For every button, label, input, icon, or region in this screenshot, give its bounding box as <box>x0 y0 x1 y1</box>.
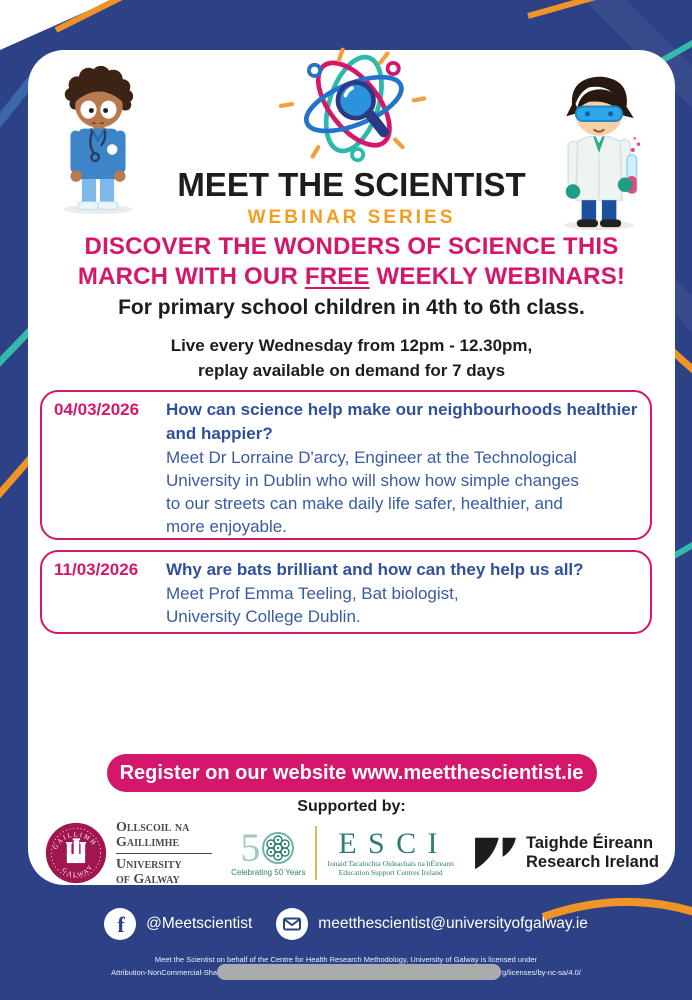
event-title-line: and happier? <box>166 424 273 443</box>
research-ireland-logo: Taighde Éireann Research Ireland <box>473 834 659 872</box>
event-title-line: How can science help make our neighbourh… <box>166 400 638 419</box>
atom-magnifier-logo <box>278 47 426 163</box>
event-desc-line: Meet Prof Emma Teeling, Bat biologist, <box>166 584 459 603</box>
email-icon <box>276 908 309 940</box>
headline-line-1: DISCOVER THE WONDERS OF SCIENCE THIS <box>84 233 619 260</box>
corner-wedge <box>0 0 112 50</box>
license-text: Meet the Scientist on behalf of the Cent… <box>0 953 692 980</box>
spark-dashes <box>278 47 426 159</box>
research-ireland-wordmark: Taighde Éireann Research Ireland <box>526 834 659 871</box>
healthcare-worker-illustration <box>63 65 134 215</box>
stethoscope <box>89 130 107 163</box>
poster-title: MEET THE SCIENTIST <box>177 166 526 203</box>
divider <box>315 826 318 880</box>
sponsor-logos: GAILLIMH GALWAY Ollscoil na Ga <box>44 818 659 888</box>
event-desc-line: University College Dublin. <box>166 607 361 626</box>
event-desc-line: Meet Dr Lorraine D'arcy, Engineer at the… <box>166 448 577 467</box>
svg-text:f: f <box>117 912 125 937</box>
event-text: Why are bats brilliant and how can they … <box>166 558 584 626</box>
facebook-handle: @Meetscientist <box>146 915 253 932</box>
esci-50-mark: 5 Celebrat <box>231 824 306 877</box>
event-desc-line: University in Dublin who will show how s… <box>166 471 579 490</box>
headline: DISCOVER THE WONDERS OF SCIENCE THIS MAR… <box>28 232 675 292</box>
magnifier-icon <box>335 80 389 138</box>
university-of-galway-logo: GAILLIMH GALWAY Ollscoil na Ga <box>44 820 212 887</box>
galway-seal-icon: GAILLIMH GALWAY <box>45 822 107 884</box>
email-address: meetthescientist@universityofgalway.ie <box>318 915 588 932</box>
poster-subtitle: WEBINAR SERIES <box>247 207 456 228</box>
license-line-1: Meet the Scientist on behalf of the Cent… <box>154 955 538 964</box>
free-underlined: FREE <box>304 263 370 290</box>
content-panel: MEET THE SCIENTIST WEBINAR SERIES <box>28 47 675 888</box>
esci-tagline: Celebrating 50 Years <box>231 867 306 877</box>
event-date: 04/03/2026 <box>54 400 140 419</box>
event-desc-line: more enjoyable. <box>166 517 287 536</box>
research-ireland-mark-icon <box>475 837 516 870</box>
headline-line-2: MARCH WITH OUR FREE WEEKLY WEBINARS! <box>77 263 626 290</box>
esci-wordmark: ESCI Ionaid Tacaíochta Oideachais na hÉi… <box>327 827 454 878</box>
event-card-1: 04/03/2026 How can science help make our… <box>40 390 652 540</box>
castle-icon <box>65 838 87 864</box>
facebook-icon: f <box>104 908 137 940</box>
social-row: f @Meetscientist meetthescientist@univer… <box>0 908 692 940</box>
facebook-link[interactable]: f @Meetscientist <box>104 908 252 940</box>
event-desc-line: to our streets can make daily life safer… <box>166 494 563 513</box>
esci-logo: 5 Celebrat <box>231 826 454 880</box>
logo-block: MEET THE SCIENTIST WEBINAR SERIES <box>122 46 582 229</box>
goggles-icon <box>574 105 624 123</box>
schedule-line-1: Live every Wednesday from 12pm - 12.30pm… <box>170 336 533 355</box>
event-title-line: Why are bats brilliant and how can they … <box>166 560 584 579</box>
esci-zero-emblem-icon <box>262 831 295 864</box>
orange-swoosh <box>541 897 692 921</box>
curly-hair <box>64 65 134 111</box>
audience-line: For primary school children in 4th to 6t… <box>118 296 585 319</box>
supported-by-label: Supported by: <box>297 798 406 815</box>
scientist-illustration <box>564 76 641 231</box>
redaction-overlay <box>217 964 501 980</box>
divider <box>116 852 212 854</box>
schedule: Live every Wednesday from 12pm - 12.30pm… <box>28 333 675 383</box>
schedule-line-2: replay available on demand for 7 days <box>197 361 506 380</box>
event-date: 11/03/2026 <box>54 560 139 579</box>
register-button[interactable]: Register on our website www.meetthescien… <box>106 754 597 792</box>
event-text: How can science help make our neighbourh… <box>166 398 638 536</box>
event-card-2: 11/03/2026 Why are bats brilliant and ho… <box>40 550 652 634</box>
galway-wordmark: Ollscoil na Gaillimhe University of Galw… <box>116 820 212 887</box>
email-link[interactable]: meetthescientist@universityofgalway.ie <box>276 908 588 940</box>
